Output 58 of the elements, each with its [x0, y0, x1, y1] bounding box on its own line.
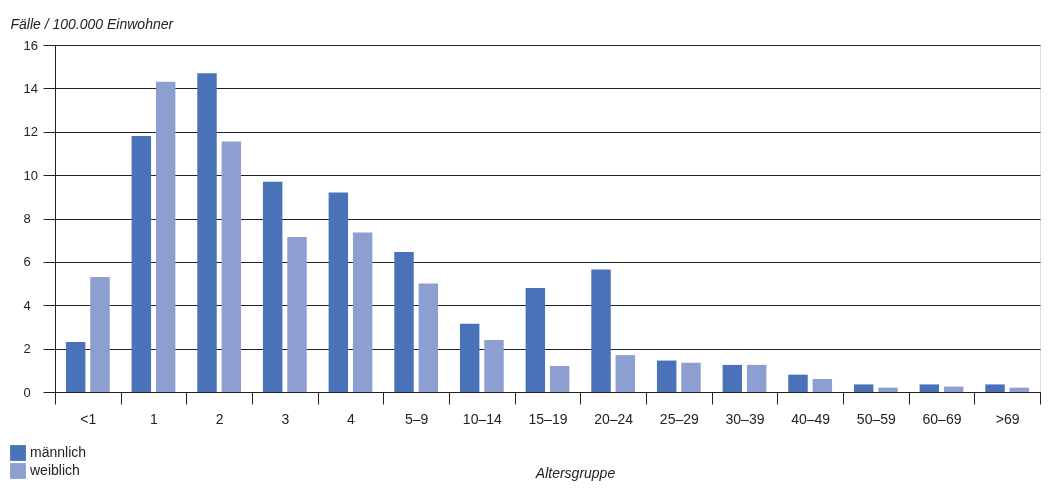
bar: [549, 365, 570, 392]
bar: [681, 362, 701, 392]
bar: [722, 364, 743, 392]
y-tick-label: 16: [23, 37, 38, 53]
bar: [394, 252, 414, 392]
x-tick-label: 40–49: [791, 410, 831, 427]
bar: [812, 378, 833, 392]
x-tick-label: 20–24: [594, 410, 634, 427]
y-axis-title: Fälle / 100.000 Einwohner: [10, 15, 175, 32]
bar: [65, 342, 86, 392]
bar: [352, 232, 373, 392]
bar: [656, 360, 677, 392]
bar: [943, 386, 964, 392]
x-axis-title: Altersgruppe: [534, 464, 616, 481]
x-tick-label: 30–39: [725, 410, 765, 427]
y-tick-label: 4: [23, 297, 31, 313]
y-tick-label: 8: [23, 211, 31, 226]
x-tick-label: <1: [80, 410, 97, 427]
y-tick-label: 0: [23, 384, 31, 400]
bar: [221, 141, 242, 392]
bar: [418, 283, 439, 392]
x-tick-label: 15–19: [528, 410, 568, 427]
bar: [90, 277, 110, 392]
bar: [591, 269, 611, 392]
bar: [459, 323, 480, 392]
bar: [878, 387, 898, 392]
x-tick-label: 4: [347, 410, 356, 427]
x-tick-label: 2: [215, 410, 224, 427]
x-tick-label: 3: [281, 410, 290, 427]
bar: [746, 364, 767, 392]
x-tick-label: 5–9: [404, 410, 429, 427]
bar: [788, 374, 808, 392]
y-tick-label: 12: [23, 124, 38, 140]
bar: [484, 339, 504, 392]
bar: [919, 384, 940, 392]
x-tick-label: >69: [995, 410, 1020, 427]
x-tick-label: 25–29: [659, 410, 700, 427]
bar: [615, 355, 636, 392]
x-tick-label: 60–69: [922, 410, 962, 427]
bar: [985, 384, 1005, 392]
y-tick-label: 10: [23, 167, 38, 183]
x-tick-label: 50–59: [856, 410, 897, 427]
bar: [131, 136, 152, 392]
bar: [155, 81, 176, 392]
bar: [525, 287, 546, 392]
bar: [287, 236, 307, 392]
bar: [853, 384, 874, 392]
bar: [1009, 387, 1030, 392]
bar: [262, 181, 283, 392]
x-tick-label: 10–14: [462, 410, 503, 427]
bar: [197, 73, 217, 392]
legend-label: weiblich: [29, 462, 80, 478]
legend-label: männlich: [30, 444, 87, 460]
bar: [328, 192, 349, 392]
x-tick-label: 1: [150, 410, 159, 427]
y-tick-label: 6: [23, 254, 31, 270]
y-tick-label: 14: [23, 80, 38, 96]
y-tick-label: 2: [23, 341, 31, 357]
